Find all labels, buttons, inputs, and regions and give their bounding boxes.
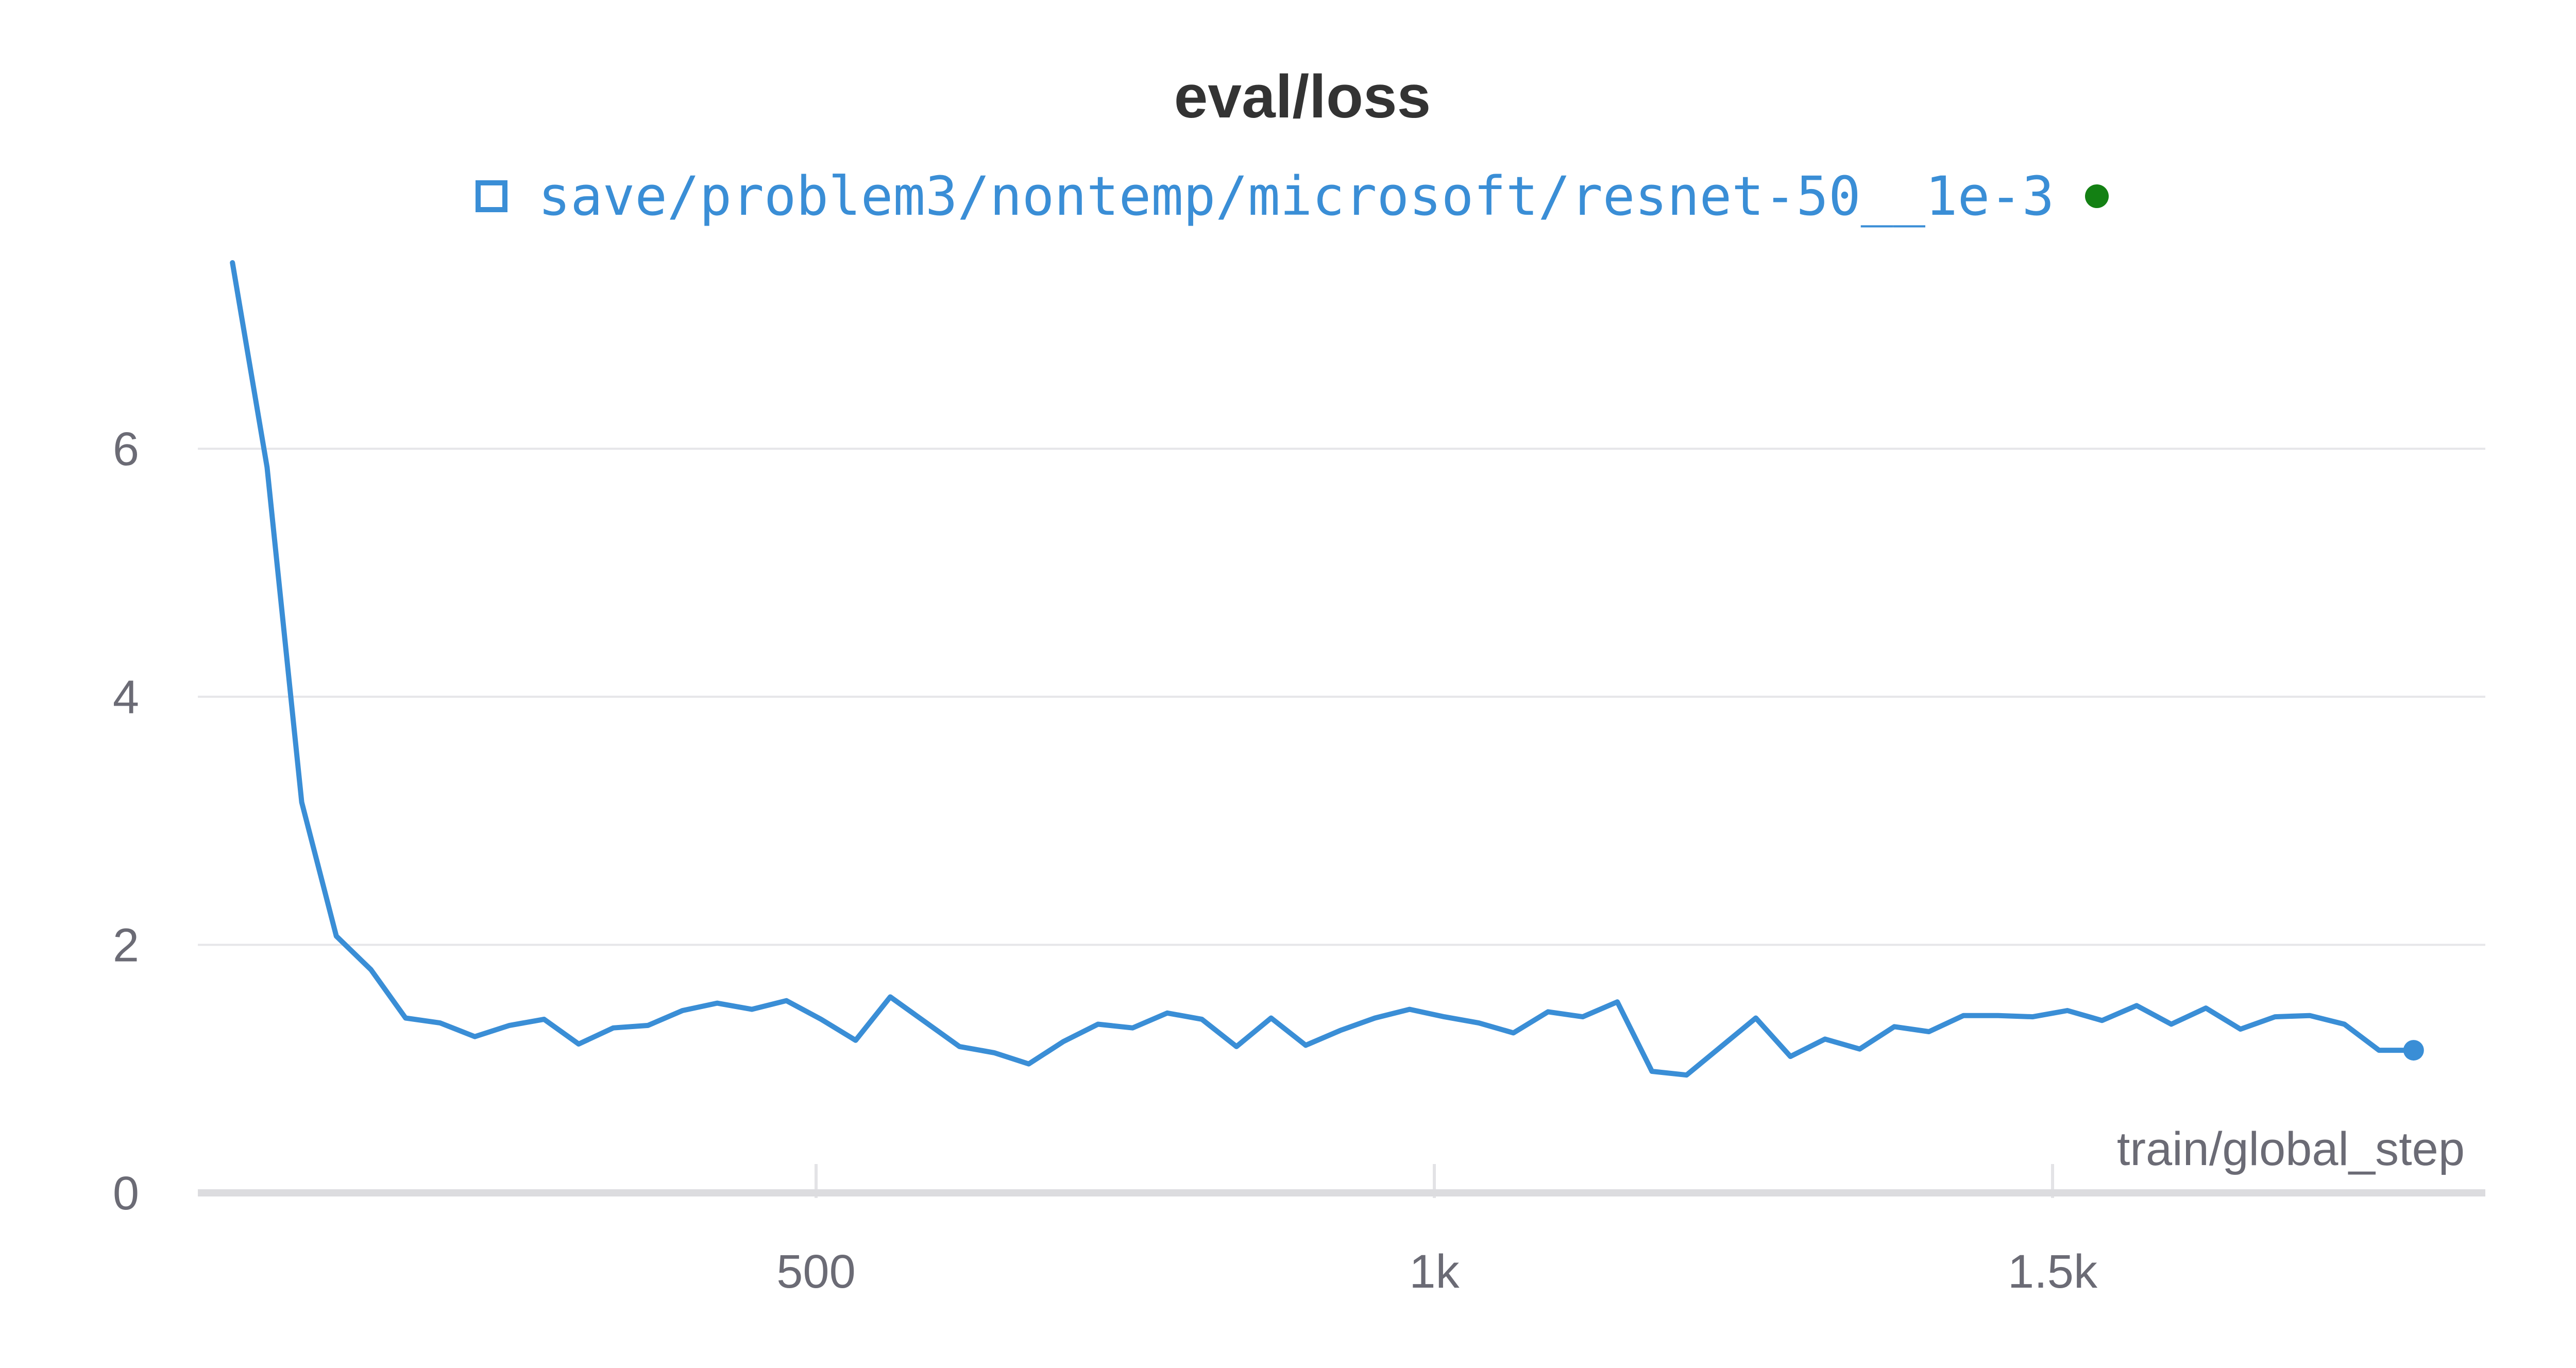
chart-title: eval/loss: [1174, 63, 1431, 131]
data-point: [1338, 1029, 1342, 1032]
data-point: [1581, 1015, 1584, 1019]
legend-swatch[interactable]: [475, 180, 507, 212]
axes: 0 2 4 6 500 1k 1.5k: [113, 423, 2485, 1298]
data-point: [1131, 1026, 1134, 1030]
y-tick-label: 2: [113, 919, 139, 971]
data-point: [2377, 1049, 2381, 1052]
data-point: [1200, 1017, 1204, 1021]
data-point: [300, 800, 303, 804]
data-point: [750, 1007, 754, 1011]
x-tick-label: 1.5k: [2008, 1245, 2098, 1298]
data-point: [507, 1023, 511, 1027]
data-point: [2065, 1009, 2069, 1013]
data-point: [1165, 1011, 1169, 1015]
data-point: [889, 995, 892, 999]
last-point-marker[interactable]: [2403, 1040, 2424, 1061]
data-point: [1062, 1040, 1065, 1044]
data-point: [2274, 1015, 2277, 1019]
data-point: [2239, 1028, 2242, 1031]
x-axis-title: train/global_step: [2117, 1123, 2465, 1175]
data-point: [1443, 1015, 1446, 1019]
data-point: [1096, 1022, 1100, 1026]
data-point: [992, 1051, 996, 1054]
data-point: [1650, 1070, 1654, 1073]
data-point: [1235, 1045, 1238, 1048]
data-point: [1962, 1014, 1965, 1017]
data-point: [2343, 1022, 2346, 1026]
data-point: [1719, 1045, 1723, 1048]
data-point: [2204, 1006, 2208, 1010]
data-point: [1927, 1030, 1930, 1033]
run-status-dot: [2085, 184, 2109, 208]
data-point: [404, 1016, 408, 1020]
legend[interactable]: save/problem3/nontemp/microsoft/resnet-5…: [0, 165, 2576, 228]
data-point: [819, 1017, 823, 1021]
data-point: [1616, 1000, 1619, 1004]
data-point: [1685, 1073, 1688, 1077]
data-point: [369, 968, 372, 971]
data-point: [438, 1021, 442, 1025]
data-point: [1996, 1014, 2000, 1017]
data-point: [2031, 1015, 2035, 1019]
grid-lines: [198, 448, 2485, 946]
data-point: [265, 466, 269, 469]
data-point: [716, 1001, 719, 1005]
data-point: [958, 1045, 961, 1048]
y-tick-label: 6: [113, 423, 139, 475]
data-point: [1304, 1044, 1308, 1047]
data-point: [231, 261, 234, 264]
data-point: [1512, 1031, 1515, 1035]
data-point: [1754, 1016, 1757, 1020]
data-point: [1892, 1025, 1896, 1029]
x-tick-label: 500: [776, 1245, 856, 1298]
data-point: [785, 999, 788, 1002]
data-point: [543, 1017, 546, 1021]
data-point: [612, 1026, 615, 1030]
x-tick-label: 1k: [1409, 1245, 1460, 1298]
y-tick-label: 4: [113, 671, 139, 724]
data-point: [473, 1035, 477, 1038]
data-point: [1546, 1010, 1550, 1014]
data-point: [2308, 1014, 2312, 1017]
y-tick-label: 0: [113, 1167, 139, 1220]
data-point: [681, 1009, 684, 1013]
data-point: [1373, 1016, 1377, 1020]
series-line[interactable]: [230, 260, 2416, 1078]
data-point: [646, 1023, 650, 1027]
data-point: [923, 1020, 927, 1023]
data-point: [334, 934, 338, 938]
data-point: [1408, 1007, 1411, 1011]
data-point: [2170, 1022, 2173, 1026]
legend-series-label[interactable]: save/problem3/nontemp/microsoft/resnet-5…: [538, 165, 2055, 228]
data-point: [1858, 1047, 1861, 1051]
data-point: [2100, 1019, 2104, 1022]
data-point: [1823, 1037, 1827, 1041]
series-layer: [230, 260, 2424, 1078]
data-point: [2135, 1004, 2139, 1007]
data-point: [1789, 1055, 1792, 1058]
data-point: [1027, 1062, 1030, 1066]
data-point: [1269, 1016, 1273, 1020]
data-point: [854, 1038, 857, 1042]
data-point: [1477, 1021, 1481, 1025]
data-point: [577, 1042, 581, 1046]
